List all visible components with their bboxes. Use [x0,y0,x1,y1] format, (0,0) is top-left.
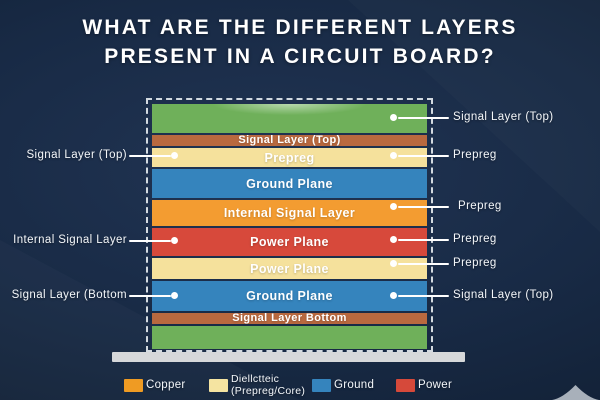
corner-logo-peak-icon [552,385,599,400]
callout-label-left-signal-bottom: Signal Layer (Bottom [11,289,127,301]
callout-label-right-prepreg-2: Prepreg [458,200,502,212]
legend-swatch-ground [312,379,331,392]
callout-dot [171,237,178,244]
legend-label-power: Power [418,379,453,391]
layer-internal-signal: Internal Signal Layer [152,200,427,226]
callout-label-left-signal-top: Signal Layer (Top) [26,149,127,161]
layer-label: Ground Plane [246,176,333,191]
pcb-dashed-outline [146,98,433,352]
layer-top-coating [152,104,427,133]
callout-line [398,239,449,241]
callout-dot [171,152,178,159]
callout-dot [390,260,397,267]
layer-power-plane-upper: Power Plane [152,228,427,256]
callout-label-left-internal-signal: Internal Signal Layer [13,234,127,246]
callout-line [398,263,449,265]
legend-label-dielectric-line1: Diellctteic [231,373,280,385]
callout-label-right-prepreg-1: Prepreg [453,149,497,161]
callout-dot [390,236,397,243]
callout-label-right-signal-top: Signal Layer (Top) [453,111,554,123]
layer-signal-top: Signal Layer (Top) [152,135,427,146]
layer-label: Prepreg [264,150,315,165]
legend-label-ground: Ground [334,379,375,391]
page-title: WHAT ARE THE DIFFERENT LAYERS PRESENT IN… [0,13,600,71]
pcb-base-bar [112,352,465,362]
callout-line [129,295,171,297]
callout-line [398,155,449,157]
legend-swatch-copper [124,379,143,392]
legend-label-copper: Copper [146,379,186,391]
callout-label-right-prepreg-4: Prepreg [453,257,497,269]
legend-swatch-power [396,379,415,392]
layer-label: Ground Plane [246,289,333,303]
layer-signal-bottom: Signal Layer Bottom [152,313,427,324]
callout-line [398,295,449,297]
layer-label: Power Plane [250,235,329,249]
callout-dot [390,292,397,299]
callout-line [129,240,171,242]
page-title-line1: WHAT ARE THE DIFFERENT LAYERS [82,16,518,39]
layer-label: Signal Layer Bottom [232,312,347,324]
legend-label-dielectric-line2: (Prepreg/Core) [231,385,306,397]
layer-ground-plane-lower: Ground Plane [152,281,427,311]
callout-dot [390,152,397,159]
callout-line [398,117,449,119]
callout-dot [390,114,397,121]
layer-bottom-coating [152,326,427,349]
callout-label-right-prepreg-3: Prepreg [453,233,497,245]
legend-swatch-dielectric [209,379,228,392]
layer-ground-plane-upper: Ground Plane [152,169,427,198]
callout-line [129,155,171,157]
layer-prepreg-upper: Prepreg [152,148,427,167]
layer-label: Internal Signal Layer [223,206,356,220]
layer-power-plane-core: Power Plane [152,258,427,279]
layer-label: Signal Layer (Top) [238,134,341,146]
callout-dot [171,292,178,299]
callout-dot [390,203,397,210]
callout-line [398,206,449,208]
callout-label-right-signal-top-2: Signal Layer (Top) [453,289,554,301]
layer-label: Power Plane [250,261,329,276]
page-title-line2: PRESENT IN A CIRCUIT BOARD? [104,45,496,68]
